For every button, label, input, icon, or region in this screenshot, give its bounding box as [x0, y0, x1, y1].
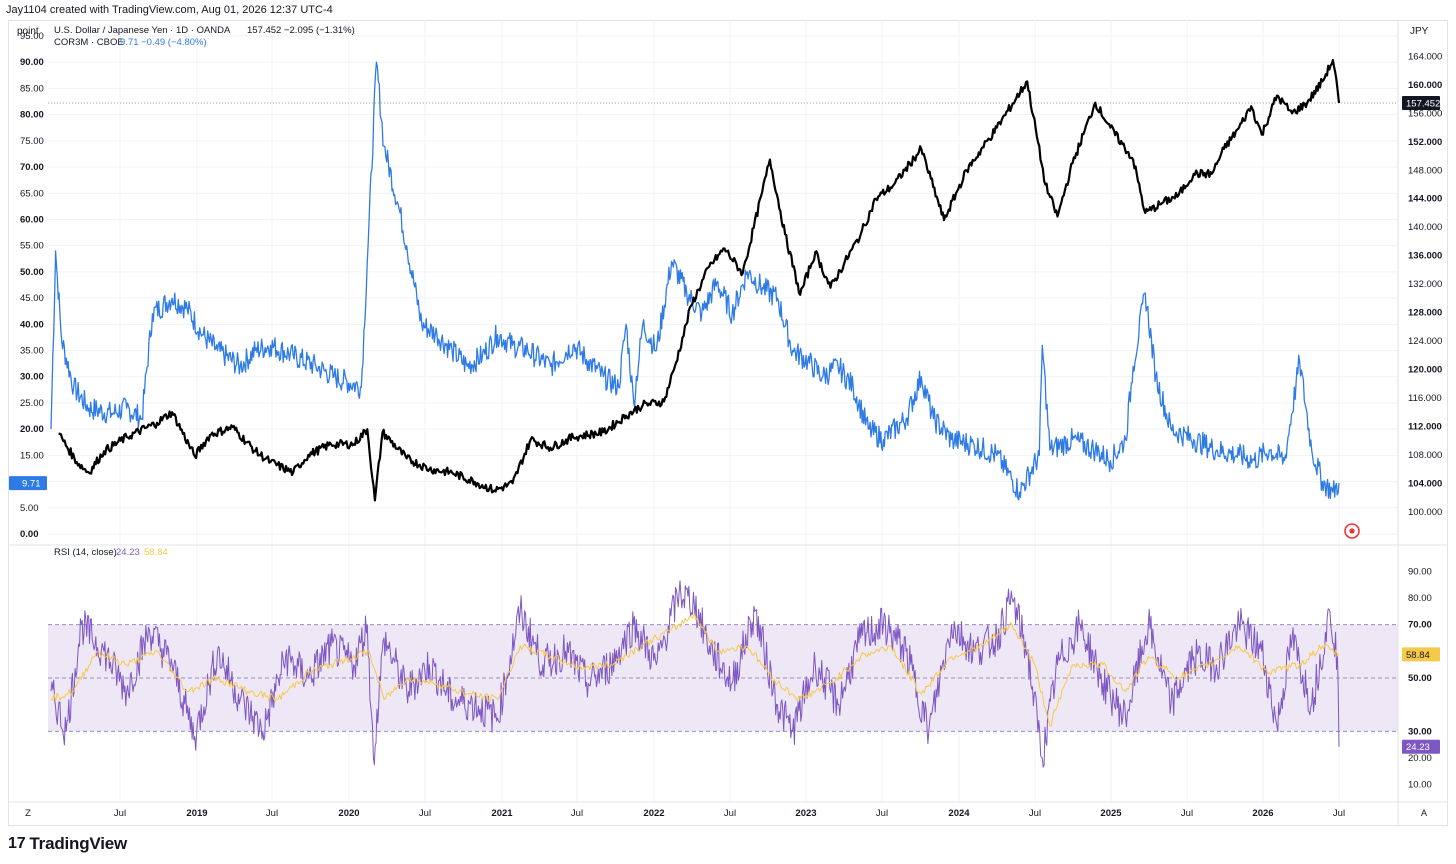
x-tick-label: 2025: [1100, 808, 1122, 819]
x-tick-label: Jul: [1029, 808, 1041, 819]
right-axis-tick: 132.000: [1408, 279, 1442, 290]
rsi-band: [48, 624, 1398, 732]
chart-frame[interactable]: [8, 20, 1448, 826]
rsi-series-line: [50, 580, 1340, 768]
right-axis-tick: 156.000: [1408, 108, 1442, 119]
usdjpy-series-line: [58, 58, 1341, 502]
target-marker-icon[interactable]: [1344, 523, 1360, 539]
x-tick-label: 2019: [186, 808, 207, 819]
x-tick-label: 2023: [795, 808, 816, 819]
left-axis-tick: 45.00: [20, 293, 44, 304]
x-tick-label: Jul: [724, 808, 736, 819]
right-axis-tick: 128.000: [1408, 308, 1442, 319]
left-axis-tick: 80.00: [20, 110, 44, 121]
x-tick-label: 2024: [948, 808, 970, 819]
left-axis-tick: 40.00: [20, 319, 44, 330]
rsi-indicator-value: 24.23: [116, 547, 140, 558]
rsi-indicator-name: RSI (14, close): [54, 547, 117, 558]
left-axis-tick: 55.00: [20, 241, 44, 252]
right-axis-tick: 116.000: [1408, 393, 1442, 404]
rsi-ma-indicator-value: 58.84: [144, 547, 168, 558]
right-axis-tick: 124.000: [1408, 336, 1442, 347]
tradingview-logo[interactable]: 17 TradingView: [8, 834, 127, 854]
tradingview-logo-icon: 17: [8, 835, 26, 852]
rsi-axis-tick: 10.00: [1408, 780, 1432, 791]
left-axis-tick: 90.00: [20, 57, 44, 68]
last-price-tag: 157.452: [1406, 99, 1440, 110]
right-axis-tick: 140.000: [1408, 222, 1442, 233]
left-axis-tick: 20.00: [20, 424, 44, 435]
right-axis-tick: 144.000: [1408, 194, 1442, 205]
scale-mode-label: point: [17, 26, 39, 37]
rsi-ma-series-line: [50, 613, 1340, 727]
cor3m-value-tag: 9.71: [22, 479, 41, 490]
right-axis-tick: 160.000: [1408, 80, 1442, 91]
right-axis-tick: 120.000: [1408, 364, 1442, 375]
currency-label: JPY: [1410, 26, 1429, 37]
last-price-tag-bg: [1402, 96, 1440, 111]
rsi-axis-tick: 70.00: [1408, 620, 1432, 631]
cor3m-series-line: [50, 61, 1340, 501]
x-tick-label: 2020: [338, 808, 359, 819]
main-symbol-values: 157.452 −2.095 (−1.31%): [247, 25, 355, 36]
right-axis-tick: 136.000: [1408, 251, 1442, 262]
right-axis-tick: 164.000: [1408, 51, 1442, 62]
chart-attribution: Jay1104 created with TradingView.com, Au…: [6, 4, 333, 16]
right-axis-tick: 152.000: [1408, 137, 1442, 148]
legend: point U.S. Dollar / Japanese Yen · 1D · O…: [17, 25, 1360, 558]
left-axis-tick: 15.00: [20, 450, 44, 461]
rsi-tag-bg: [1402, 739, 1440, 754]
left-axis-tick: 0.00: [20, 529, 39, 540]
x-tick-label: 2022: [643, 808, 664, 819]
right-axis-tick: 104.000: [1408, 478, 1442, 489]
left-axis-tick: 25.00: [20, 398, 44, 409]
left-axis-tick: 65.00: [20, 188, 44, 199]
right-axis-tick: 100.000: [1408, 507, 1442, 518]
right-axis-tick: 148.000: [1408, 165, 1442, 176]
series-layer: [48, 58, 1398, 768]
left-axis-tick: 50.00: [20, 267, 44, 278]
main-symbol-name: U.S. Dollar / Japanese Yen · 1D · OANDA: [54, 25, 231, 36]
cor3m-value-tag-bg: [9, 476, 47, 491]
x-tick-label: Z: [25, 808, 31, 819]
axes: Z Jul 2019 Jul 2020 Jul 2021 Jul 2022 Jul 2023 Jul 2…: [8, 20, 1448, 826]
rsi-axis-tick: 20.00: [1408, 753, 1432, 764]
tradingview-brand-text: TradingView: [29, 834, 128, 853]
rsi-ma-tag: 58.84: [1406, 650, 1430, 661]
sub-symbol-name: COR3M · CBOE: [54, 37, 124, 48]
target-marker-dot: [1349, 528, 1355, 534]
sub-symbol-values: 9.71 −0.49 (−4.80%): [120, 37, 207, 48]
x-tick-label: Jul: [876, 808, 888, 819]
rsi-axis-tick: 80.00: [1408, 593, 1432, 604]
left-axis-tick: 85.00: [20, 83, 44, 94]
left-axis-tick: 30.00: [20, 372, 44, 383]
x-tick-label: Jul: [1333, 808, 1345, 819]
rsi-ma-tag-bg: [1402, 647, 1440, 662]
x-tick-label: Jul: [114, 808, 126, 819]
left-axis-tick: 95.00: [20, 31, 44, 42]
right-axis-tick: 112.000: [1408, 421, 1442, 432]
x-tick-label: Jul: [571, 808, 583, 819]
rsi-axis-tick: 50.00: [1408, 673, 1432, 684]
rsi-axis-tick: 30.00: [1408, 726, 1432, 737]
left-axis-tick: 5.00: [20, 503, 39, 514]
right-axis-tick: 108.000: [1408, 450, 1442, 461]
x-tick-label: 2021: [491, 808, 513, 819]
auto-scale-button: A: [1421, 808, 1427, 818]
x-tick-label: Jul: [419, 808, 431, 819]
left-axis-tick: 60.00: [20, 214, 44, 225]
left-axis-tick: 35.00: [20, 346, 44, 357]
left-axis-tick: 70.00: [20, 162, 44, 173]
left-axis-tick: 75.00: [20, 136, 44, 147]
x-tick-label: Jul: [266, 808, 278, 819]
x-tick-label: Jul: [1181, 808, 1193, 819]
x-tick-label: 2026: [1252, 808, 1273, 819]
rsi-tag: 24.23: [1406, 742, 1430, 753]
rsi-axis-tick: 90.00: [1408, 566, 1432, 577]
